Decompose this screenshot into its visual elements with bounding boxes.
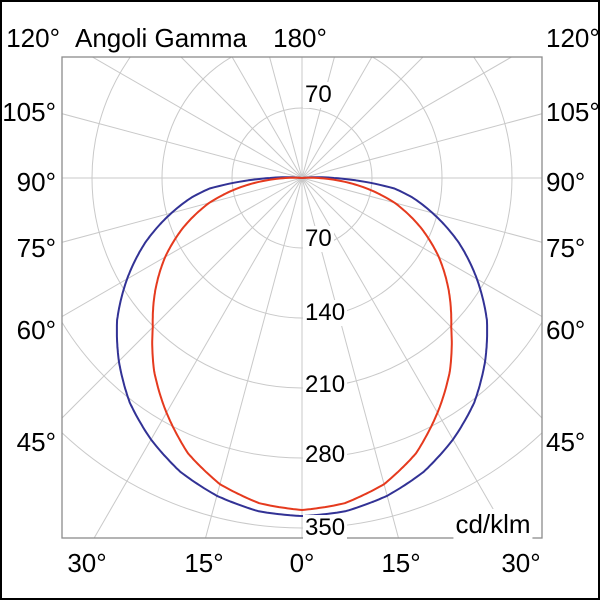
gamma-label-90-left: 90° [16,167,56,197]
grid-ray [301,57,513,179]
grid-ray [301,177,511,538]
grid-ray [180,57,303,179]
grid-ray [91,57,303,179]
grid-ray [301,57,335,179]
gamma-label-180-top: 180° [273,23,327,53]
gamma-label-105-left: 105° [2,97,56,127]
radial-tick-70-upper: 70 [303,81,334,108]
plot-border [61,56,543,539]
grid-ray [301,113,542,179]
gamma-label-120-top-left: 120° [6,23,60,53]
gamma-label-15-bottom-left: 15° [184,548,224,578]
gamma-label-0-bottom: 0° [289,548,315,578]
radial-tick-210: 210 [303,371,348,398]
gamma-label-75-left: 75° [16,233,56,263]
grid-ray [269,57,303,179]
gamma-label-105-right: 105° [546,97,600,127]
gamma-label-45-left: 45° [16,427,56,457]
gamma-label-45-right: 45° [546,427,586,457]
page-title: Angoli Gamma [75,23,247,53]
grid-ray [301,177,542,318]
unit-label: cd/klm [453,509,533,539]
grid-ray [301,177,542,243]
grid-ray [231,57,303,179]
gamma-label-90-right: 90° [546,167,586,197]
gamma-label-60-right: 60° [546,315,586,345]
gamma-label-75-right: 75° [546,233,586,263]
grid-ray [62,177,303,318]
grid-ray [301,177,399,538]
gamma-label-30-bottom-left: 30° [67,548,107,578]
grid-ray [62,113,303,179]
grid-ray [301,177,542,419]
gamma-label-120-top-right: 120° [546,23,600,53]
gamma-label-15-bottom-right: 15° [381,548,421,578]
gamma-label-30-bottom-right: 30° [501,548,541,578]
grid-ray [62,177,303,419]
grid-ray [205,177,303,538]
grid-ray [93,177,303,538]
grid-ray [62,177,303,243]
grid-ray [301,57,373,179]
radial-tick-280: 280 [303,441,348,468]
photometric-curve-red [151,176,453,511]
grid-ray [301,57,424,179]
radial-tick-350: 350 [303,514,348,541]
radial-tick-70: 70 [303,225,334,252]
radial-tick-140: 140 [303,299,348,326]
grid-circle [62,432,542,529]
gamma-label-60-left: 60° [16,315,56,345]
photometric-curve-blue [115,176,489,517]
